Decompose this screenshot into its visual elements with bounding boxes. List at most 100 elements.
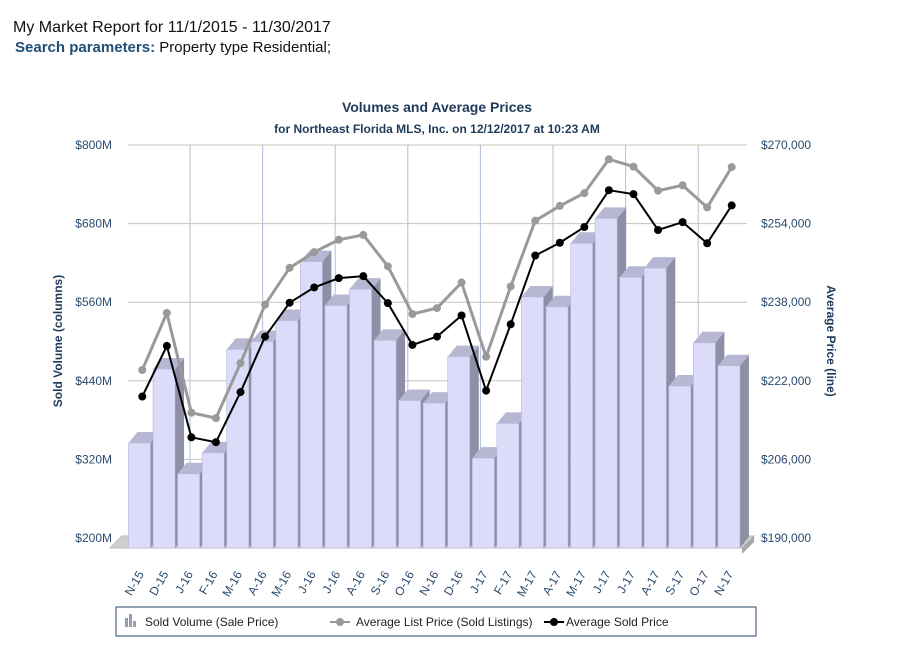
chart-title: Volumes and Average Prices xyxy=(342,99,532,115)
list-price-point-O-17 xyxy=(703,203,712,212)
sold-price-point-A-16 xyxy=(359,272,368,281)
bar-front xyxy=(447,356,471,549)
bar-top xyxy=(423,392,455,404)
bar-front xyxy=(177,473,200,549)
bar-front xyxy=(128,442,151,549)
bar-top xyxy=(300,250,332,262)
sold-price-point-N-17 xyxy=(727,201,736,210)
sold-price-point-A-17 xyxy=(654,225,663,234)
x-tick-label: J-16 xyxy=(172,568,196,595)
sold-price-point-J-17 xyxy=(629,190,638,199)
x-tick-label: A-17 xyxy=(638,568,663,597)
search-parameters: Search parameters: Property type Residen… xyxy=(15,39,331,56)
y-tick-label: $800M xyxy=(75,138,112,152)
y2-tick-label: $222,000 xyxy=(761,374,811,388)
bar-front xyxy=(251,341,274,549)
list-price-point-A-16 xyxy=(359,230,368,239)
x-tick-label: D-15 xyxy=(146,568,171,598)
legend-box xyxy=(115,606,757,637)
list-price-point-J-17 xyxy=(604,155,613,164)
bar-top xyxy=(717,354,749,366)
legend-item-sold-price[interactable]: Average Sold Price xyxy=(544,615,669,629)
bar-top xyxy=(472,447,504,459)
sold-price-point-J-17 xyxy=(604,186,613,195)
x-tick-label: D-16 xyxy=(441,568,466,598)
bar-top xyxy=(546,295,578,307)
sold-price-point-M-16 xyxy=(236,388,245,397)
list-price-point-J-16 xyxy=(310,248,319,257)
sold-price-point-D-16 xyxy=(457,311,466,320)
x-tick-label: J-16 xyxy=(320,568,344,595)
x-tick-label: A-16 xyxy=(245,568,270,597)
bar-front xyxy=(643,267,667,549)
legend-bar-icon-3 xyxy=(133,621,136,627)
list-price-point-M-16 xyxy=(236,359,245,368)
bar-front xyxy=(422,402,446,549)
y2-tick-label: $238,000 xyxy=(761,295,811,309)
bar-front xyxy=(398,400,421,549)
legend-label-sold-price: Average Sold Price xyxy=(566,615,669,629)
bar-top xyxy=(521,285,553,297)
list-price-point-D-16 xyxy=(457,278,466,287)
bar-front xyxy=(472,457,495,549)
list-price-point-S-16 xyxy=(383,262,392,271)
y-tick-label: $440M xyxy=(75,374,112,388)
x-tick-label: O-16 xyxy=(392,568,418,598)
x-tick-label: J-17 xyxy=(467,568,491,595)
bar-front xyxy=(570,242,593,549)
y2-tick-label: $254,000 xyxy=(761,217,811,231)
list-price-point-A-17 xyxy=(654,186,663,195)
bars xyxy=(128,207,749,549)
sold-price-point-M-16 xyxy=(285,298,294,307)
sold-price-point-O-17 xyxy=(703,239,712,248)
sold-price-point-N-15 xyxy=(138,392,147,401)
bar-top xyxy=(202,441,234,453)
sold-price-point-M-17 xyxy=(580,223,589,232)
legend: Sold Volume (Sale Price) Average List Pr… xyxy=(115,606,757,637)
bar-front xyxy=(521,296,544,549)
list-price-point-M-16 xyxy=(285,263,294,272)
legend-item-list-price[interactable]: Average List Price (Sold Listings) xyxy=(330,615,533,629)
bar-top xyxy=(324,294,356,306)
bar-front xyxy=(496,423,520,549)
y2-tick-label: $270,000 xyxy=(761,138,811,152)
sold-price-point-J-16 xyxy=(334,274,343,283)
list-price-point-D-15 xyxy=(162,309,171,318)
bar-front xyxy=(201,452,225,549)
sold-price-point-F-16 xyxy=(211,438,220,447)
list-price-point-J-17 xyxy=(629,162,638,171)
legend-sold-marker-icon xyxy=(550,618,558,626)
x-tick-label: J-16 xyxy=(295,568,319,595)
report-title: My Market Report for 11/1/2015 - 11/30/2… xyxy=(13,19,331,36)
list-price-point-J-16 xyxy=(187,408,196,417)
bar-front xyxy=(594,218,618,549)
legend-item-volume[interactable]: Sold Volume (Sale Price) xyxy=(125,614,278,629)
sold-price-point-S-16 xyxy=(383,299,392,308)
list-price-point-O-16 xyxy=(408,309,417,318)
bar-top xyxy=(128,432,160,444)
legend-label-list-price: Average List Price (Sold Listings) xyxy=(356,615,533,629)
bar-top xyxy=(693,331,725,343)
x-tick-label: M-17 xyxy=(514,568,540,599)
bar-front xyxy=(693,342,716,549)
bar-top xyxy=(447,345,479,357)
list-price-point-S-17 xyxy=(678,181,687,190)
x-tick-label: N-17 xyxy=(711,568,736,598)
bar-top xyxy=(153,358,185,370)
x-tick-label: M-17 xyxy=(563,568,589,599)
sold-price-point-J-17 xyxy=(482,386,491,395)
list-price-point-N-15 xyxy=(138,365,147,374)
bar-top xyxy=(374,329,406,341)
list-price-point-J-17 xyxy=(482,352,491,361)
legend-label-volume: Sold Volume (Sale Price) xyxy=(145,615,278,629)
y-tick-label: $200M xyxy=(75,531,112,545)
bar-front xyxy=(300,261,323,549)
bar-front xyxy=(226,349,250,549)
x-tick-label: J-17 xyxy=(590,568,614,595)
list-price-point-N-16 xyxy=(433,304,441,313)
bar-front xyxy=(717,365,741,549)
y-axis-ticks: $200M $320M $440M $560M $680M $800M xyxy=(75,138,112,545)
bar-front xyxy=(545,306,569,549)
list-price-point-J-16 xyxy=(334,235,343,244)
sold-price-point-A-16 xyxy=(261,332,270,341)
